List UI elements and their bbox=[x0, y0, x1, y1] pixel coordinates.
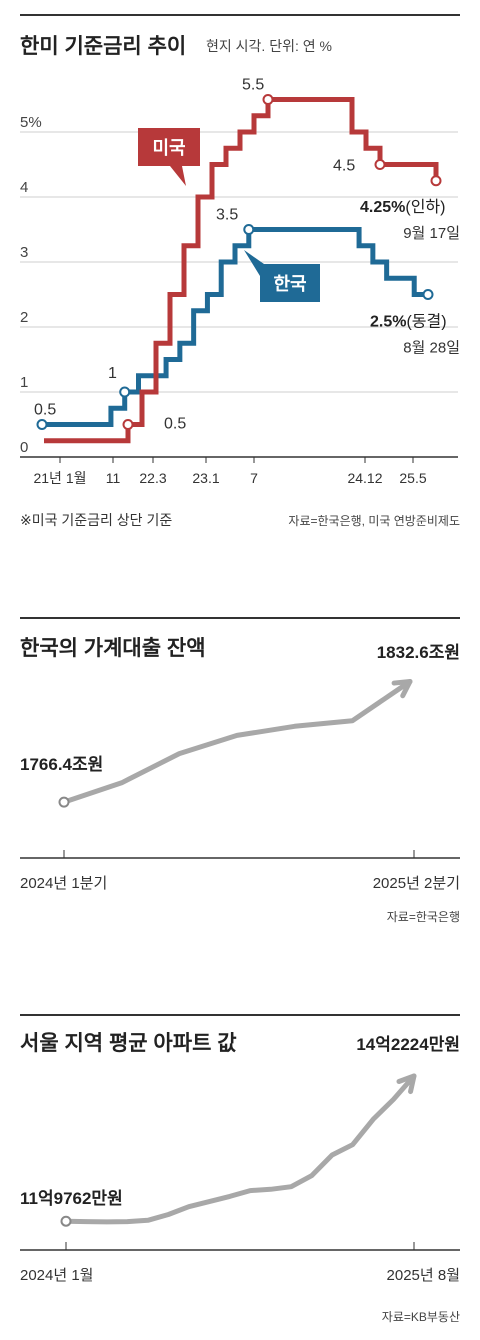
x-tick-label: 25.5 bbox=[399, 470, 426, 486]
start-value-label: 1766.4조원 bbox=[20, 755, 103, 774]
us-dec-point bbox=[374, 159, 386, 170]
y-tick-label: 3 bbox=[20, 244, 28, 261]
y-tick-label: 0 bbox=[20, 439, 28, 456]
rate-chart: 0 1 2 3 4 5% 21년 1월 11 22.3 23.1 7 24.12 25.5 0.5 1 0.5… bbox=[20, 77, 460, 486]
household-loan-chart: 2024년 1분기 2025년 2분기 1766.4조원 1832.6조원 bbox=[20, 643, 460, 892]
kr-now-date: 8월 28일 bbox=[403, 340, 460, 357]
chart1-note: ※미국 기준금리 상단 기준 bbox=[20, 512, 173, 528]
us-peak-label: 5.5 bbox=[242, 77, 264, 94]
kr-now-point bbox=[422, 289, 434, 300]
chart1-subtitle: 현지 시각. 단위: 연 % bbox=[206, 38, 332, 54]
start-point bbox=[58, 796, 70, 808]
x-start-label: 2024년 1분기 bbox=[20, 875, 107, 892]
kr-nov-point bbox=[119, 386, 131, 398]
start-value-label: 11억9762만원 bbox=[20, 1189, 123, 1208]
kr-now-value: 2.5% bbox=[370, 314, 406, 331]
y-tick-label: 2 bbox=[20, 309, 28, 326]
end-value-label: 1832.6조원 bbox=[377, 643, 460, 662]
x-tick-label: 11 bbox=[106, 470, 121, 486]
us-now-label: 4.25%(인하) bbox=[360, 198, 445, 216]
chart1-source: 자료=한국은행, 미국 연방준비제도 bbox=[288, 514, 460, 528]
chart1-top-rule bbox=[20, 14, 460, 16]
kr-peak-point bbox=[243, 224, 255, 235]
us-now-date: 9월 17일 bbox=[403, 225, 460, 242]
start-point bbox=[60, 1215, 72, 1227]
x-tick-label: 23.1 bbox=[192, 470, 219, 486]
kr-start-point bbox=[36, 419, 48, 430]
kr-nov-label: 1 bbox=[108, 365, 117, 382]
x-start-label: 2024년 1월 bbox=[20, 1267, 93, 1284]
kr-rate-line bbox=[42, 227, 428, 427]
us-dec-label: 4.5 bbox=[333, 158, 355, 175]
us-now-point bbox=[430, 175, 442, 187]
x-tick-label: 22.3 bbox=[139, 470, 166, 486]
kr-now-action: (동결) bbox=[406, 313, 446, 331]
chart1-title: 한미 기준금리 추이 bbox=[20, 35, 187, 58]
us-legend-box bbox=[138, 128, 200, 186]
us-legend-label: 미국 bbox=[152, 138, 185, 158]
chart2-top-rule bbox=[20, 617, 460, 619]
chart2-title: 한국의 가계대출 잔액 bbox=[20, 637, 206, 660]
us-mar-point bbox=[122, 419, 134, 430]
us-mar-label: 0.5 bbox=[164, 416, 186, 433]
x-tick-label: 24.12 bbox=[347, 470, 382, 486]
chart3-title: 서울 지역 평균 아파트 값 bbox=[20, 1032, 237, 1055]
us-now-action: (인하) bbox=[405, 198, 445, 216]
us-now-value: 4.25% bbox=[360, 199, 405, 216]
trend-arrowhead bbox=[391, 678, 413, 699]
kr-now-label: 2.5%(동결) bbox=[370, 313, 447, 331]
seoul-apartment-price-chart: 2024년 1월 2025년 8월 11억9762만원 14억2224만원 bbox=[20, 1035, 460, 1284]
chart3-source: 자료=KB부동산 bbox=[381, 1310, 460, 1324]
kr-legend-box bbox=[244, 250, 320, 302]
y-tick-label: 5% bbox=[20, 114, 42, 131]
y-tick-label: 4 bbox=[20, 179, 28, 196]
chart2-source: 자료=한국은행 bbox=[386, 910, 460, 924]
us-peak-point bbox=[262, 94, 274, 105]
x-end-label: 2025년 8월 bbox=[387, 1267, 460, 1284]
x-tick-label: 21년 1월 bbox=[33, 470, 86, 486]
chart3-top-rule bbox=[20, 1014, 460, 1016]
x-end-label: 2025년 2분기 bbox=[373, 875, 460, 892]
kr-legend-label: 한국 bbox=[273, 274, 306, 294]
y-tick-label: 1 bbox=[20, 374, 28, 391]
us-rate-line bbox=[44, 97, 439, 444]
x-tick-label: 7 bbox=[250, 470, 258, 486]
trend-line bbox=[61, 679, 413, 805]
kr-start-label: 0.5 bbox=[34, 402, 56, 419]
trend-line bbox=[63, 1073, 417, 1225]
kr-peak-label: 3.5 bbox=[216, 207, 238, 224]
trend-arrowhead bbox=[396, 1073, 417, 1095]
end-value-label: 14억2224만원 bbox=[356, 1035, 460, 1054]
